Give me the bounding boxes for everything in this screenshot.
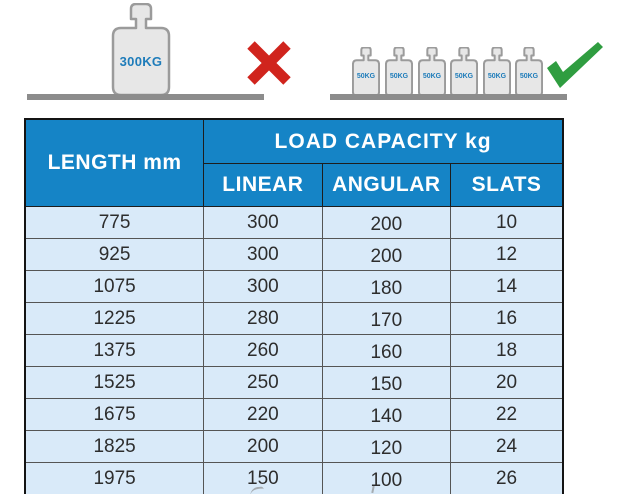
table-body: 775 300 200 10 925 300 200 12 1075 300 1…: [24, 206, 564, 494]
50kg-weight-icon: 50KG: [450, 47, 478, 97]
angular-cell: 160: [321, 334, 452, 367]
length-cell: 775: [24, 206, 205, 239]
50kg-weight-icon: 50KG: [352, 47, 380, 97]
linear-cell: 220: [203, 398, 323, 431]
50kg-weight-icon: 50KG: [515, 47, 543, 97]
table-row: 925 300 200 12: [24, 238, 564, 271]
50kg-weight-icon: 50KG: [483, 47, 511, 97]
slats-cell: 12: [450, 238, 564, 271]
weight-label: 50KG: [422, 73, 442, 80]
load-capacity-table: LENGTH mm LOAD CAPACITY kg LINEAR ANGULA…: [24, 118, 564, 494]
header-row-sub: LINEAR ANGULAR SLATS: [25, 163, 564, 207]
check-icon: [547, 42, 603, 88]
length-cell: 1075: [24, 270, 205, 303]
angular-cell: 200: [321, 238, 452, 271]
linear-cell: 300: [203, 238, 323, 271]
length-cell: 1675: [24, 398, 205, 431]
weight-label: 50KG: [519, 73, 539, 80]
linear-cell: 250: [203, 366, 323, 399]
length-cell: 1375: [24, 334, 205, 367]
length-cell: 1525: [24, 366, 205, 399]
slats-cell: 20: [450, 366, 564, 399]
weight-label: 50KG: [389, 73, 409, 80]
weight-shape: [111, 3, 171, 97]
angular-cell: 100: [321, 462, 452, 494]
table-row: 775 300 200 10: [24, 206, 564, 239]
angular-cell: 200: [321, 206, 452, 239]
slats-cell: 22: [450, 398, 564, 431]
length-cell: 1225: [24, 302, 205, 335]
weight-shape: [385, 47, 413, 97]
300kg-weight-icon: 300KG: [111, 3, 171, 97]
linear-header: LINEAR: [203, 163, 323, 207]
weight-label: 50KG: [487, 73, 507, 80]
angular-cell: 120: [321, 430, 452, 463]
length-cell: 1825: [24, 430, 205, 463]
shelf-bar-left: [27, 94, 264, 100]
table-row: 1525 250 150 20: [24, 366, 564, 399]
cross-icon: [247, 41, 291, 85]
table-row: 1975 150 100 26: [24, 462, 564, 494]
weight-shape: [418, 47, 446, 97]
angular-cell: 150: [321, 366, 452, 399]
table-row: 1075 300 180 14: [24, 270, 564, 303]
table-row: 1675 220 140 22: [24, 398, 564, 431]
load-capacity-header: LOAD CAPACITY kg: [203, 118, 564, 164]
50kg-weight-icon: 50KG: [418, 47, 446, 97]
linear-cell: 150: [203, 462, 323, 494]
length-cell: 925: [24, 238, 205, 271]
weight-label: 50KG: [356, 73, 376, 80]
weight-label: 50KG: [454, 73, 474, 80]
slats-cell: 16: [450, 302, 564, 335]
table-row: 1825 200 120 24: [24, 430, 564, 463]
50kg-weight-icon: 50KG: [385, 47, 413, 97]
slats-cell: 26: [450, 462, 564, 494]
length-cell: 1975: [24, 462, 205, 494]
linear-cell: 260: [203, 334, 323, 367]
linear-cell: 280: [203, 302, 323, 335]
shelf-bar-right: [330, 94, 567, 100]
slats-cell: 10: [450, 206, 564, 239]
load-instruction-illustration: 300KG 50KG 50KG 50KG: [0, 0, 644, 115]
angular-cell: 140: [321, 398, 452, 431]
table-row: 1375 260 160 18: [24, 334, 564, 367]
angular-header: ANGULAR: [321, 163, 452, 207]
weight-label: 300KG: [119, 54, 163, 69]
angular-cell: 180: [321, 270, 452, 303]
length-header: LENGTH mm: [24, 118, 205, 207]
linear-cell: 200: [203, 430, 323, 463]
weight-shape: [352, 47, 380, 97]
slats-cell: 18: [450, 334, 564, 367]
weight-shape: [515, 47, 543, 97]
table-row: 1225 280 170 16: [24, 302, 564, 335]
slats-cell: 24: [450, 430, 564, 463]
header-row-group: LENGTH mm LOAD CAPACITY kg: [24, 118, 564, 207]
slats-header: SLATS: [450, 163, 564, 207]
linear-cell: 300: [203, 206, 323, 239]
linear-cell: 300: [203, 270, 323, 303]
weight-shape: [450, 47, 478, 97]
slats-cell: 14: [450, 270, 564, 303]
weight-shape: [483, 47, 511, 97]
angular-cell: 170: [321, 302, 452, 335]
